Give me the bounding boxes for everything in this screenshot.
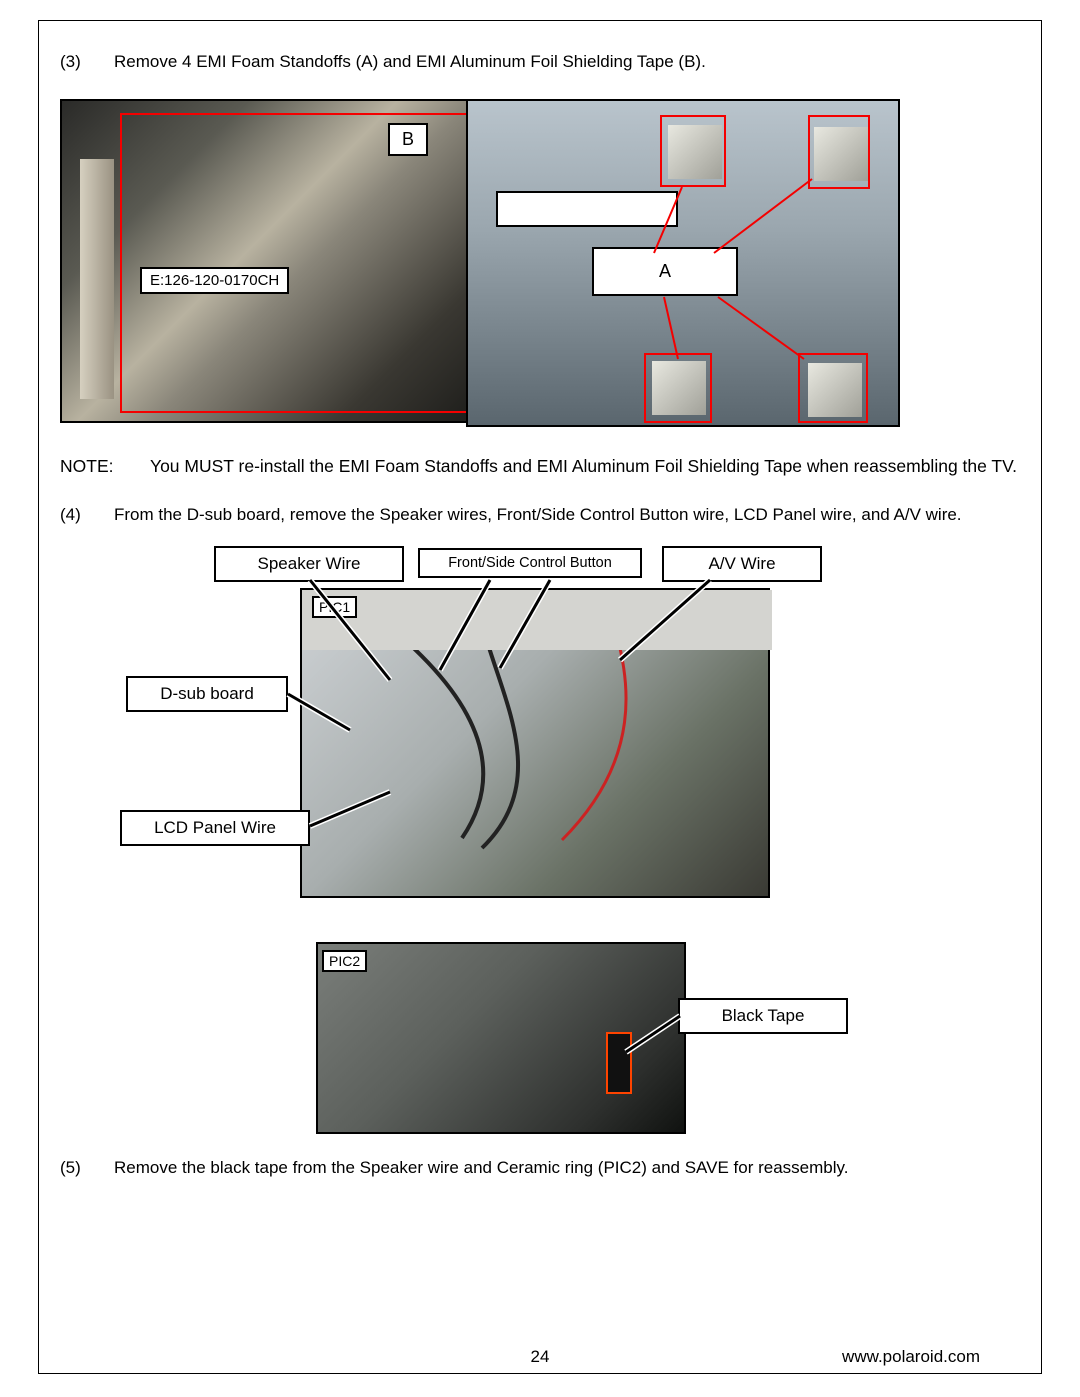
label-part-number: E:126-120-0170CH [140, 267, 289, 294]
step-5-num: (5) [60, 1156, 96, 1181]
note-body: You MUST re-install the EMI Foam Standof… [150, 453, 1020, 479]
highlight-A-3 [644, 353, 712, 423]
step-3-num: (3) [60, 50, 96, 75]
page-content: (3) Remove 4 EMI Foam Standoffs (A) and … [60, 50, 1020, 1180]
callout-av-wire: A/V Wire [662, 546, 822, 582]
callout-control-button: Front/Side Control Button [418, 548, 642, 578]
figure-3: PIC2 Black Tape [60, 934, 1020, 1138]
highlight-A-4 [798, 353, 868, 423]
step-3-text: Remove 4 EMI Foam Standoffs (A) and EMI … [114, 50, 1020, 75]
step-4: (4) From the D-sub board, remove the Spe… [60, 503, 1020, 528]
highlight-A-2 [808, 115, 870, 189]
pic1-tag: PIC1 [312, 596, 357, 618]
callout-speaker-wire: Speaker Wire [214, 546, 404, 582]
step-4-text: From the D-sub board, remove the Speaker… [114, 503, 1020, 528]
white-strip-1 [496, 191, 678, 227]
step-5-text: Remove the black tape from the Speaker w… [114, 1156, 1020, 1181]
connector-port [80, 159, 114, 399]
label-B: B [388, 123, 428, 156]
label-A: A [592, 247, 738, 296]
black-tape-mark [606, 1032, 632, 1094]
callout-lcd-panel-wire: LCD Panel Wire [120, 810, 310, 846]
highlight-box-B [120, 113, 480, 413]
step-5: (5) Remove the black tape from the Speak… [60, 1156, 1020, 1181]
callout-black-tape: Black Tape [678, 998, 848, 1034]
page-number: 24 [531, 1347, 550, 1367]
pic2-tag: PIC2 [322, 950, 367, 972]
figure-2: PIC1 Speaker Wire Front/Side Control But… [60, 540, 1020, 928]
callout-dsub-board: D-sub board [126, 676, 288, 712]
step-4-num: (4) [60, 503, 96, 528]
figure-row-1: B E:126-120-0170CH A [60, 75, 990, 431]
highlight-A-1 [660, 115, 726, 187]
note-row: NOTE: You MUST re-install the EMI Foam S… [60, 453, 1020, 479]
photo-foil-shielding: B E:126-120-0170CH [60, 99, 490, 423]
note-label: NOTE: [60, 453, 132, 479]
photo-black-tape [316, 942, 686, 1134]
step-3: (3) Remove 4 EMI Foam Standoffs (A) and … [60, 50, 1020, 75]
photo-foam-standoffs: A [466, 99, 900, 427]
photo-dsub-wires [300, 588, 770, 898]
page-footer: 24 www.polaroid.com [60, 1347, 1020, 1367]
footer-url: www.polaroid.com [842, 1347, 980, 1367]
